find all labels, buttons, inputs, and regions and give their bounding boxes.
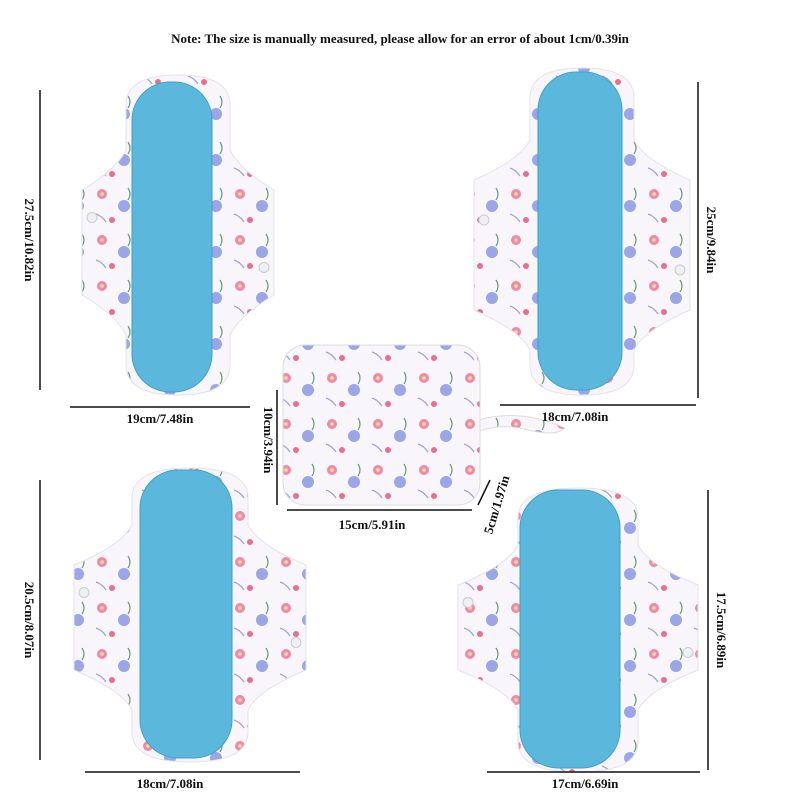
width-label: 19cm/7.48in [127, 411, 195, 426]
artwork [39, 67, 709, 773]
width-label: 17cm/6.69in [552, 776, 620, 791]
pad-core [131, 81, 213, 393]
height-label: 25cm/9.84in [704, 207, 719, 275]
width-label: 18cm/7.08in [542, 409, 610, 424]
snap [682, 647, 694, 658]
bag-strap [477, 415, 566, 434]
height-label: 20.5cm/8.07in [22, 582, 37, 659]
dimension-line [477, 479, 491, 506]
note: Note: The size is manually measured, ple… [171, 31, 630, 46]
snap [462, 597, 474, 608]
bag-height-label: 10cm/3.94in [261, 407, 276, 475]
snap [258, 262, 270, 273]
height-label: 27.5cm/10.82in [22, 198, 37, 282]
pad-core [139, 469, 233, 759]
bag [282, 344, 481, 506]
pad-core [537, 71, 623, 391]
width-label: 18cm/7.08in [137, 776, 205, 791]
snap [78, 587, 90, 598]
snap [478, 214, 490, 226]
pad-core [519, 489, 621, 769]
bag-width-label: 15cm/5.91in [339, 517, 407, 532]
height-label: 17.5cm/6.89in [714, 592, 729, 669]
snap [86, 212, 98, 223]
snap [290, 637, 302, 648]
bag-depth-label: 5cm/1.97in [481, 473, 513, 536]
snap [674, 264, 686, 276]
